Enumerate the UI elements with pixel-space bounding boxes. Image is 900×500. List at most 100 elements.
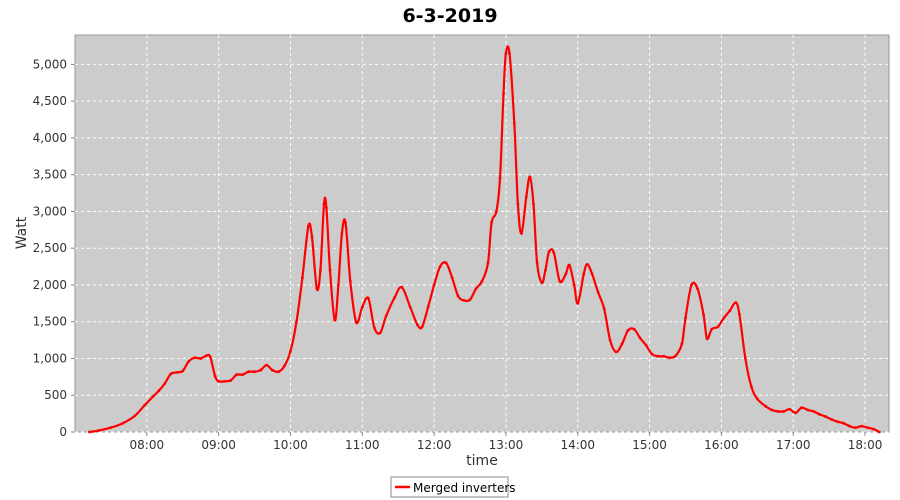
data-point — [319, 268, 322, 272]
data-point — [512, 121, 516, 125]
data-point — [426, 305, 430, 309]
data-point — [462, 299, 466, 302]
data-point — [872, 427, 875, 431]
data-point — [532, 202, 535, 206]
data-point — [788, 407, 791, 411]
data-point — [490, 221, 493, 224]
data-point — [770, 408, 774, 412]
legend: Merged inverters — [390, 476, 516, 498]
data-point — [205, 354, 209, 357]
x-tick-label: 13:00 — [489, 438, 524, 452]
data-point — [716, 325, 720, 329]
y-tick-label: 1,000 — [33, 351, 67, 365]
data-point — [854, 426, 857, 429]
data-point — [722, 316, 726, 320]
data-point — [354, 321, 358, 324]
data-point — [524, 195, 528, 199]
data-point — [680, 342, 684, 346]
y-tick-label: 4,000 — [33, 131, 67, 145]
y-tick-label: 2,500 — [33, 241, 67, 255]
data-point — [271, 368, 274, 372]
data-point — [384, 314, 388, 318]
data-point — [572, 283, 576, 287]
data-point — [738, 313, 741, 316]
data-point — [836, 420, 839, 424]
data-point — [830, 418, 833, 421]
data-point — [307, 224, 310, 228]
data-point — [585, 263, 589, 266]
data-point — [322, 202, 326, 206]
x-tick-label: 10:00 — [273, 438, 308, 452]
data-point — [151, 395, 155, 399]
data-point — [866, 426, 869, 429]
data-point — [259, 368, 262, 372]
data-point — [360, 305, 364, 309]
data-point — [333, 318, 337, 322]
data-point — [213, 374, 217, 378]
data-point — [710, 327, 714, 331]
data-point — [656, 354, 660, 358]
data-point — [764, 404, 768, 408]
data-point — [416, 323, 419, 327]
data-point — [444, 261, 448, 265]
data-point — [528, 175, 532, 179]
data-point — [576, 301, 580, 305]
data-point — [776, 410, 780, 413]
legend-label: Merged inverters — [413, 481, 516, 495]
y-tick-label: 500 — [44, 388, 67, 402]
chart-title: 6-3-2019 — [402, 5, 497, 27]
data-point — [187, 360, 191, 363]
data-point — [229, 379, 233, 382]
data-point — [674, 354, 678, 357]
data-point — [818, 413, 821, 416]
data-point — [806, 408, 809, 412]
x-tick-label: 12:00 — [417, 438, 452, 452]
legend-box — [390, 476, 509, 498]
data-point — [632, 327, 636, 331]
data-point — [602, 307, 606, 310]
data-point — [644, 343, 648, 347]
x-tick-label: 08:00 — [130, 438, 165, 452]
data-point — [340, 232, 344, 235]
y-axis: 0 500 1,000 1,500 2,000 2,500 3,000 3,500 4,000 4… — [33, 57, 75, 439]
data-point — [337, 283, 340, 287]
data-point — [253, 370, 256, 374]
data-point — [638, 336, 642, 340]
data-point — [860, 424, 863, 428]
data-point — [520, 232, 523, 235]
data-point — [486, 261, 490, 265]
data-point — [495, 210, 498, 213]
data-point — [755, 397, 759, 401]
data-point — [143, 404, 146, 407]
x-axis-label: time — [466, 453, 498, 469]
data-point — [310, 235, 314, 239]
data-point — [568, 263, 571, 267]
data-point — [620, 342, 624, 346]
data-point — [516, 202, 520, 206]
x-tick-label: 14:00 — [560, 438, 595, 452]
data-point — [544, 268, 547, 272]
y-tick-label: 4,500 — [33, 94, 67, 108]
data-point — [564, 272, 568, 276]
data-point — [540, 281, 544, 285]
data-point — [668, 356, 672, 360]
data-point — [812, 410, 815, 413]
y-axis-label: Watt — [14, 216, 30, 249]
data-point — [217, 379, 221, 383]
x-axis: 08:00 09:00 10:00 11:00 12:00 13:00 14:00 15:00… — [130, 432, 883, 452]
data-point — [650, 352, 654, 356]
data-point — [498, 177, 502, 180]
data-point — [235, 373, 239, 377]
data-point — [301, 276, 304, 279]
data-point — [552, 251, 556, 255]
data-point — [590, 272, 594, 276]
x-tick-label: 17:00 — [776, 438, 811, 452]
y-tick-label: 3,000 — [33, 204, 67, 218]
data-point — [133, 414, 137, 418]
data-point — [393, 296, 396, 299]
x-tick-label: 18:00 — [848, 438, 883, 452]
data-point — [408, 305, 412, 309]
data-point — [223, 379, 227, 383]
data-point — [468, 298, 472, 302]
data-point — [199, 357, 203, 360]
